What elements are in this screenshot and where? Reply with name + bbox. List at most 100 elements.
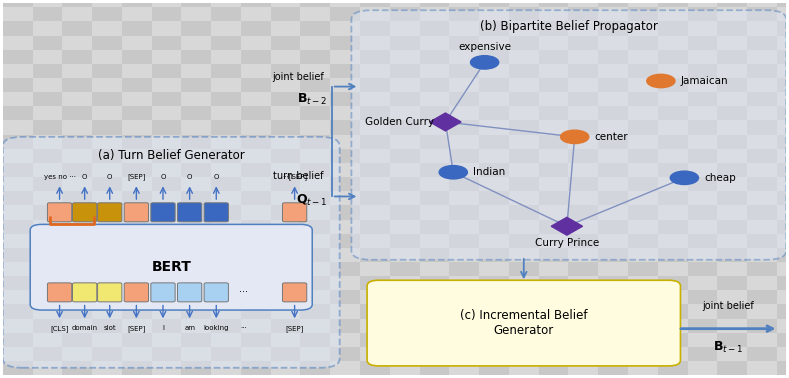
FancyBboxPatch shape (420, 92, 450, 106)
FancyBboxPatch shape (658, 36, 687, 50)
FancyBboxPatch shape (360, 22, 390, 36)
Circle shape (647, 74, 675, 88)
FancyBboxPatch shape (420, 234, 450, 248)
FancyBboxPatch shape (747, 36, 777, 50)
FancyBboxPatch shape (687, 304, 717, 319)
FancyBboxPatch shape (658, 234, 687, 248)
FancyBboxPatch shape (420, 106, 450, 121)
FancyBboxPatch shape (509, 92, 539, 106)
FancyBboxPatch shape (658, 248, 687, 262)
FancyBboxPatch shape (717, 347, 747, 361)
FancyBboxPatch shape (271, 177, 301, 191)
FancyBboxPatch shape (92, 177, 122, 191)
FancyBboxPatch shape (658, 7, 687, 22)
FancyBboxPatch shape (211, 149, 241, 163)
FancyBboxPatch shape (687, 248, 717, 262)
FancyBboxPatch shape (777, 304, 789, 319)
FancyBboxPatch shape (687, 262, 717, 276)
FancyBboxPatch shape (360, 234, 390, 248)
FancyBboxPatch shape (92, 92, 122, 106)
FancyBboxPatch shape (360, 64, 390, 78)
FancyBboxPatch shape (479, 177, 509, 191)
FancyBboxPatch shape (92, 78, 122, 92)
FancyBboxPatch shape (658, 262, 687, 276)
FancyBboxPatch shape (3, 319, 32, 333)
FancyBboxPatch shape (509, 163, 539, 177)
FancyBboxPatch shape (539, 7, 568, 22)
FancyBboxPatch shape (271, 36, 301, 50)
FancyBboxPatch shape (92, 290, 122, 304)
FancyBboxPatch shape (301, 106, 331, 121)
FancyBboxPatch shape (32, 177, 62, 191)
FancyBboxPatch shape (62, 36, 92, 50)
FancyBboxPatch shape (92, 121, 122, 135)
FancyBboxPatch shape (568, 7, 598, 22)
Circle shape (470, 56, 499, 69)
FancyBboxPatch shape (301, 304, 331, 319)
FancyBboxPatch shape (747, 290, 777, 304)
FancyBboxPatch shape (509, 149, 539, 163)
FancyBboxPatch shape (479, 304, 509, 319)
FancyBboxPatch shape (568, 121, 598, 135)
FancyBboxPatch shape (687, 106, 717, 121)
Text: $\mathbf{B}_{t-2}$: $\mathbf{B}_{t-2}$ (297, 92, 328, 107)
FancyBboxPatch shape (598, 304, 628, 319)
FancyBboxPatch shape (301, 135, 331, 149)
Circle shape (671, 171, 698, 184)
FancyBboxPatch shape (151, 191, 181, 205)
FancyBboxPatch shape (390, 319, 420, 333)
FancyBboxPatch shape (747, 347, 777, 361)
FancyBboxPatch shape (420, 7, 450, 22)
FancyBboxPatch shape (32, 304, 62, 319)
FancyBboxPatch shape (628, 234, 658, 248)
FancyBboxPatch shape (360, 149, 390, 163)
Text: O: O (214, 174, 219, 180)
FancyBboxPatch shape (717, 234, 747, 248)
FancyBboxPatch shape (420, 319, 450, 333)
FancyBboxPatch shape (539, 276, 568, 290)
FancyBboxPatch shape (181, 149, 211, 163)
FancyBboxPatch shape (47, 283, 72, 302)
FancyBboxPatch shape (301, 262, 331, 276)
FancyBboxPatch shape (777, 333, 789, 347)
FancyBboxPatch shape (539, 106, 568, 121)
FancyBboxPatch shape (360, 205, 390, 220)
FancyBboxPatch shape (360, 163, 390, 177)
FancyBboxPatch shape (568, 177, 598, 191)
FancyBboxPatch shape (598, 78, 628, 92)
FancyBboxPatch shape (628, 319, 658, 333)
FancyBboxPatch shape (241, 177, 271, 191)
FancyBboxPatch shape (271, 347, 301, 361)
FancyBboxPatch shape (32, 149, 62, 163)
FancyBboxPatch shape (598, 92, 628, 106)
FancyBboxPatch shape (3, 248, 32, 262)
FancyBboxPatch shape (122, 234, 151, 248)
FancyBboxPatch shape (211, 0, 241, 7)
FancyBboxPatch shape (658, 191, 687, 205)
FancyBboxPatch shape (122, 135, 151, 149)
FancyBboxPatch shape (3, 304, 32, 319)
FancyBboxPatch shape (479, 191, 509, 205)
Text: $\mathbf{Q}_{t-1}$: $\mathbf{Q}_{t-1}$ (296, 194, 328, 209)
FancyBboxPatch shape (181, 50, 211, 64)
Text: cheap: cheap (704, 173, 735, 183)
FancyBboxPatch shape (658, 121, 687, 135)
FancyBboxPatch shape (420, 135, 450, 149)
FancyBboxPatch shape (777, 177, 789, 191)
FancyBboxPatch shape (271, 163, 301, 177)
FancyBboxPatch shape (351, 10, 786, 260)
FancyBboxPatch shape (568, 163, 598, 177)
FancyBboxPatch shape (747, 234, 777, 248)
FancyBboxPatch shape (62, 262, 92, 276)
FancyBboxPatch shape (450, 121, 479, 135)
FancyBboxPatch shape (777, 347, 789, 361)
FancyBboxPatch shape (717, 92, 747, 106)
FancyBboxPatch shape (92, 64, 122, 78)
FancyBboxPatch shape (3, 149, 32, 163)
FancyBboxPatch shape (271, 191, 301, 205)
FancyBboxPatch shape (450, 106, 479, 121)
FancyBboxPatch shape (32, 333, 62, 347)
FancyBboxPatch shape (181, 220, 211, 234)
FancyBboxPatch shape (360, 50, 390, 64)
FancyBboxPatch shape (539, 347, 568, 361)
